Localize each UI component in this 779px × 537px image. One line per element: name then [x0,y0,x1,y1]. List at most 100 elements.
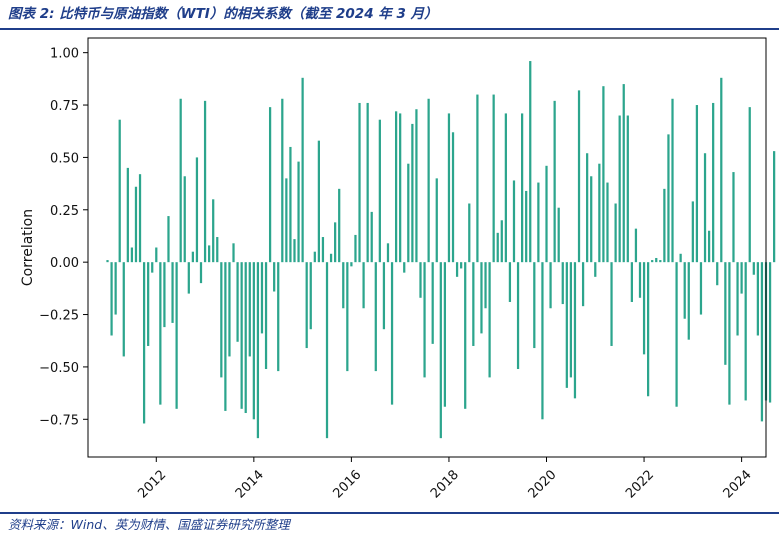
y-tick-label: 1.00 [50,47,79,62]
bar [663,188,666,263]
bar [651,260,654,263]
bar [598,163,601,263]
bar [529,61,532,263]
y-tick-label: 0.25 [50,204,79,219]
x-tick-label: 2022 [623,467,657,501]
bar [512,180,516,263]
bar [773,151,776,263]
bar [602,86,605,263]
bar [720,77,723,263]
bar [407,163,410,263]
bar [667,134,670,263]
bar [443,262,447,407]
bar [760,262,764,422]
bar [305,262,308,349]
bar [545,165,548,263]
bar [114,262,117,315]
bar [756,262,759,336]
bar [358,102,361,263]
bar [736,262,739,336]
bar [130,247,134,263]
bar [610,262,613,346]
bar [455,262,459,277]
bar [329,253,333,263]
title-rule [0,28,779,30]
bar [134,186,138,263]
bar [366,102,369,263]
bar [549,262,552,309]
bar [431,262,434,344]
bar [468,203,471,263]
bar [224,262,227,411]
x-tick-label: 2016 [330,467,364,501]
bar [151,262,154,273]
bar [724,262,727,365]
bar [199,262,203,284]
bar [557,207,560,263]
bar [399,113,402,263]
bar [675,262,678,407]
bar [504,113,507,263]
bar [122,262,125,357]
bar [285,178,288,263]
bar [338,188,341,263]
bar [748,107,751,263]
bar [594,262,597,277]
bar [228,262,231,357]
bar [293,239,296,263]
bar [208,245,211,263]
bar [492,94,495,263]
x-tick-label: 2020 [526,467,560,501]
bar [232,243,235,263]
bar [716,262,719,286]
bar [236,262,239,342]
bar [687,262,690,340]
bar [171,262,174,323]
bar [590,176,593,263]
bar [671,98,674,263]
bar [577,90,581,263]
bar [683,262,686,319]
footer-rule [0,512,779,514]
bar [626,115,629,263]
bar [655,257,658,263]
bar [488,262,491,378]
bar [216,237,219,263]
bar [699,262,703,315]
bar [220,262,223,378]
bar [464,262,467,409]
y-tick-label: 0.75 [50,99,79,114]
bar [187,262,190,294]
bar [155,247,158,263]
bar [516,262,520,370]
bar [476,94,479,263]
x-axis: 2012 2014 2016 2018 2020 2022 2024 [135,457,755,501]
bar [496,232,499,263]
bar [752,262,755,275]
bar [415,109,418,263]
bar [439,262,442,439]
bar [679,253,682,263]
y-tick-label: −0.50 [39,361,79,376]
bar [695,105,699,263]
bar [569,262,573,378]
bar [175,262,178,409]
bar [386,243,390,263]
bar [346,262,349,372]
bar [472,262,475,346]
bar [435,178,438,263]
plot-frame [87,37,767,458]
bar [484,262,487,309]
bar [110,262,113,336]
bar [525,190,528,263]
bar [362,262,365,309]
bar [106,260,109,263]
bar [126,167,129,263]
bar [334,222,337,263]
bar-series [106,61,776,439]
bar [268,107,272,263]
y-tick-label: 0.50 [50,151,79,166]
bar [423,262,426,378]
x-tick-label: 2012 [135,467,169,501]
bar [354,234,357,263]
